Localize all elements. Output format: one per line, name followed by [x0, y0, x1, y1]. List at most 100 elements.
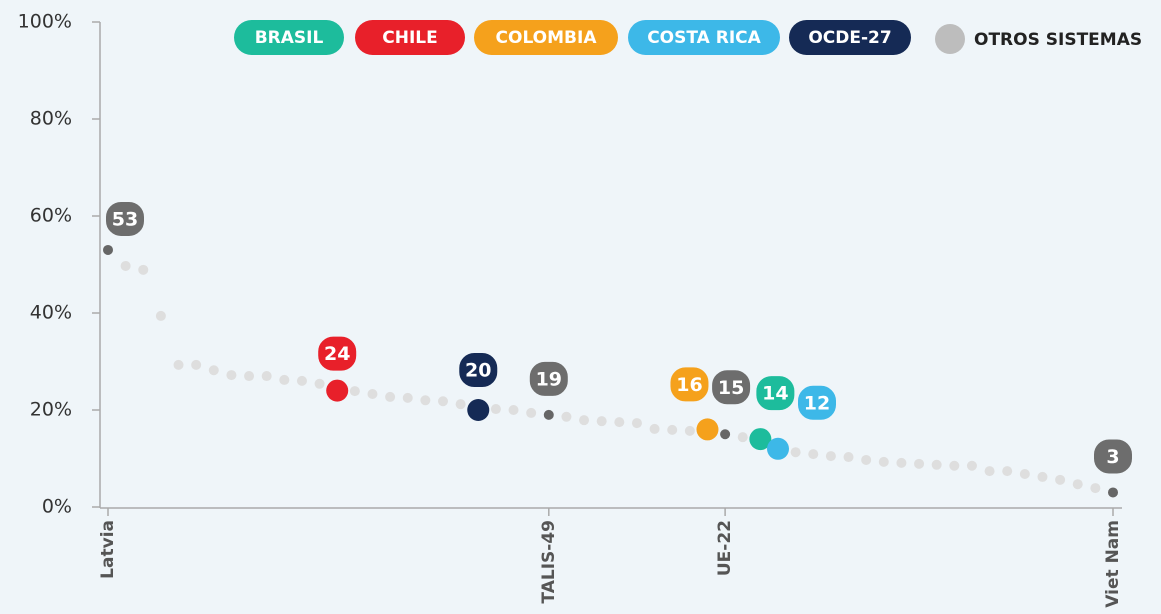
legend-label: OCDE-27 [808, 28, 891, 48]
dot [861, 454, 872, 465]
dot [420, 395, 431, 406]
dot [120, 260, 131, 271]
legend-pill [474, 20, 618, 55]
legend-pill [628, 20, 780, 55]
dot [684, 425, 695, 436]
dot [649, 423, 660, 434]
dot [490, 404, 501, 415]
dot [296, 375, 307, 386]
badge [754, 374, 797, 413]
dot [696, 418, 719, 441]
y-tick-label: 0% [42, 496, 72, 518]
dot [155, 310, 166, 321]
dot [790, 447, 801, 458]
dot [931, 459, 942, 470]
data-label: 53 [112, 208, 138, 230]
legend-label: COLOMBIA [496, 28, 598, 48]
dot [914, 458, 925, 469]
dot [1090, 483, 1101, 494]
dot [614, 417, 625, 428]
data-label: 15 [718, 377, 744, 399]
dot [526, 407, 537, 418]
legend-pill [789, 20, 911, 55]
dot [949, 460, 960, 471]
dot [438, 396, 448, 407]
dot [367, 388, 378, 399]
y-tick-label: 100% [18, 11, 72, 33]
x-tick-label: Latvia [98, 520, 118, 579]
badge [527, 359, 570, 398]
dot [326, 379, 349, 402]
data-label: 14 [762, 383, 788, 405]
dot [579, 415, 590, 426]
dot [1037, 471, 1048, 482]
dot [543, 409, 554, 420]
dot [1108, 487, 1118, 498]
dot [226, 370, 237, 381]
legend-label: OTROS SISTEMAS [974, 30, 1142, 50]
legend-pill [355, 20, 465, 55]
dot [208, 365, 219, 376]
dot [737, 432, 748, 443]
badge [1092, 437, 1134, 476]
dot [1055, 474, 1066, 485]
dot [467, 399, 490, 421]
badge [316, 334, 359, 373]
y-tick-label: 80% [30, 108, 72, 130]
data-label: 16 [676, 374, 702, 396]
dot [966, 460, 977, 471]
badge [710, 368, 753, 407]
dot [402, 392, 413, 403]
dot [667, 424, 678, 435]
dot [103, 244, 113, 255]
dot [1072, 479, 1083, 490]
legend-label: CHILE [382, 28, 437, 48]
dot [385, 391, 396, 402]
legend-label: BRASIL [255, 28, 324, 48]
dot [596, 416, 607, 427]
dot [244, 371, 255, 382]
y-tick-label: 60% [30, 205, 72, 227]
badge [104, 199, 146, 238]
data-label: 19 [536, 368, 562, 390]
dot [261, 371, 272, 382]
x-tick-label: TALIS-49 [539, 520, 559, 604]
legend-pill [234, 20, 344, 55]
dot [1002, 466, 1013, 477]
dot [896, 457, 907, 468]
dot [767, 437, 789, 460]
legend-swatch [935, 24, 965, 54]
dot [720, 429, 731, 440]
x-tick-label: Viet Nam [1103, 520, 1123, 608]
dot [1019, 469, 1030, 480]
x-tick-label: UE-22 [715, 520, 735, 576]
legend-label: COSTA RICA [647, 28, 761, 48]
data-label: 12 [804, 392, 830, 414]
dot [279, 374, 290, 385]
dot [455, 399, 466, 410]
y-tick-label: 20% [30, 399, 72, 421]
dot [808, 449, 819, 460]
dot [825, 451, 836, 462]
dot [508, 405, 519, 415]
data-label: 3 [1106, 446, 1119, 468]
dot [843, 452, 854, 463]
dot [561, 411, 572, 422]
dot [749, 428, 772, 451]
dot [878, 456, 889, 467]
dot [191, 359, 202, 370]
badge [796, 383, 838, 422]
data-label: 24 [324, 343, 350, 365]
dot [349, 386, 360, 397]
badge [668, 365, 711, 404]
dot [314, 378, 325, 389]
dot [631, 418, 642, 429]
data-label: 20 [465, 360, 491, 382]
y-tick-label: 40% [30, 302, 72, 324]
dot [173, 359, 184, 370]
dot [984, 466, 995, 477]
dot [138, 264, 149, 275]
badge [457, 351, 500, 389]
